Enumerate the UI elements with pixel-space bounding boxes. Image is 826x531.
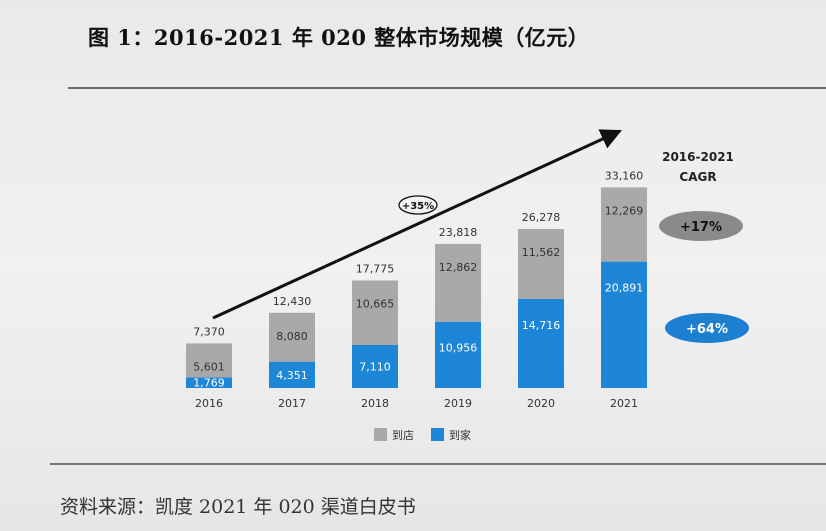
label-home-2018: 7,110 (359, 360, 391, 373)
label-store-2021: 12,269 (605, 204, 644, 217)
bar-home-2021 (601, 261, 647, 388)
tick-label-2020: 2020 (527, 397, 555, 410)
legend-swatch-home (431, 428, 444, 441)
bar-home-2018 (352, 344, 398, 388)
label-store-2019: 12,862 (439, 261, 478, 274)
labels-layer: 1,769 5,601 7,370 2016 4,351 8,080 12,430 2017 7… (193, 169, 643, 410)
bar-store-2016 (186, 343, 232, 378)
label-store-2020: 11,562 (522, 246, 561, 259)
cagr-home-bubble (665, 313, 749, 343)
top-divider (68, 87, 826, 89)
bars-layer (186, 187, 647, 388)
cagr-store-bubble (659, 211, 743, 241)
legend-label-store: 到店 (392, 428, 414, 442)
legend-label-home: 到家 (449, 428, 471, 442)
cagr-title-line2: CAGR (679, 170, 716, 184)
trend-label: +35% (398, 195, 438, 215)
legend: 到店 到家 (374, 428, 471, 442)
cagr-home-text: +64% (686, 322, 728, 337)
label-total-2019: 23,818 (439, 226, 478, 239)
label-total-2018: 17,775 (356, 262, 395, 275)
label-store-2017: 8,080 (276, 330, 308, 343)
label-home-2020: 14,716 (522, 319, 561, 332)
tick-label-2017: 2017 (278, 397, 306, 410)
tick-label-2021: 2021 (610, 397, 638, 410)
label-home-2021: 20,891 (605, 282, 644, 295)
label-home-2019: 10,956 (439, 342, 478, 355)
trend-arrow (212, 129, 622, 320)
label-total-2016: 7,370 (193, 325, 225, 338)
trend-label-text: +35% (402, 201, 434, 212)
bar-store-2019 (435, 243, 481, 322)
bar-home-2020 (518, 298, 564, 388)
cagr-panel: 2016-2021 CAGR +17% +64% (659, 150, 749, 343)
legend-swatch-store (374, 428, 387, 441)
label-home-2017: 4,351 (276, 369, 308, 382)
label-store-2016: 5,601 (193, 360, 225, 373)
bar-store-2017 (269, 312, 315, 362)
label-store-2018: 10,665 (356, 297, 395, 310)
bar-home-2017 (269, 361, 315, 388)
label-total-2020: 26,278 (522, 211, 561, 224)
bar-home-2016 (186, 377, 232, 388)
bar-store-2018 (352, 280, 398, 345)
cagr-store-text: +17% (680, 220, 722, 235)
tick-label-2019: 2019 (444, 397, 472, 410)
bottom-divider (50, 463, 826, 465)
tick-label-2016: 2016 (195, 397, 223, 410)
label-home-2016: 1,769 (193, 377, 225, 390)
label-total-2021: 33,160 (605, 169, 644, 182)
bar-store-2020 (518, 229, 564, 299)
tick-label-2018: 2018 (361, 397, 389, 410)
chart-title: 图 1：2016-2021 年 020 整体市场规模（亿元） (88, 25, 590, 50)
source-note: 资料来源：凯度 2021 年 020 渠道白皮书 (60, 496, 416, 518)
bar-store-2021 (601, 187, 647, 262)
label-total-2017: 12,430 (273, 295, 312, 308)
bar-home-2019 (435, 321, 481, 388)
cagr-title-line1: 2016-2021 (662, 150, 734, 164)
